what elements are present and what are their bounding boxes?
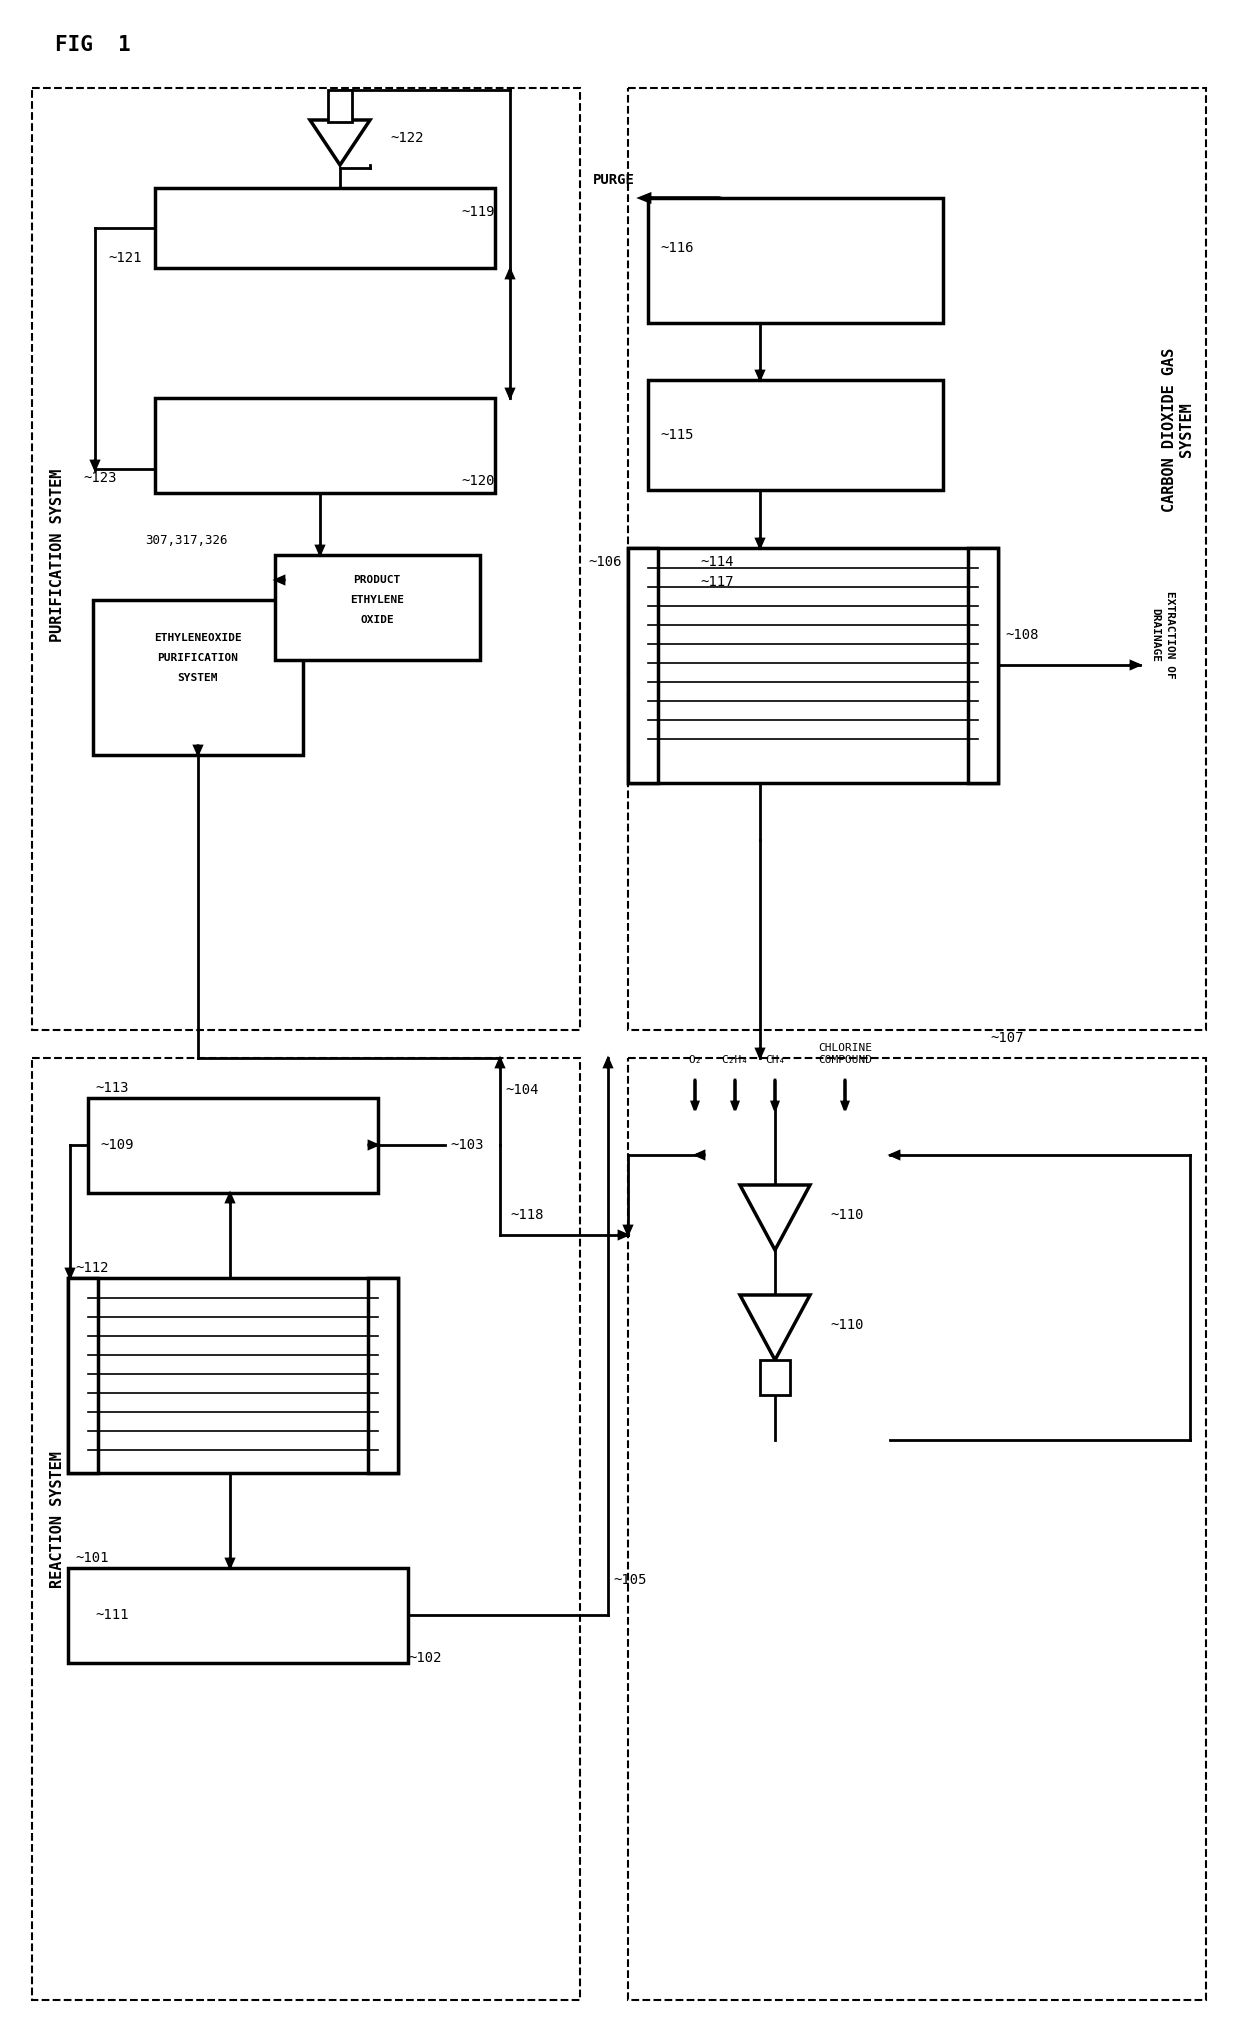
FancyArrow shape [696,1152,704,1158]
Bar [649,198,942,323]
FancyArrow shape [227,1195,233,1203]
Text: FIG  1: FIG 1 [55,35,130,55]
Polygon shape [740,1295,810,1360]
Bar [68,1568,408,1662]
Bar [649,380,942,490]
FancyArrow shape [892,1152,899,1158]
Bar [368,1278,398,1472]
Text: ~121: ~121 [108,251,141,265]
Text: ~122: ~122 [391,131,424,145]
Text: ~109: ~109 [100,1137,134,1152]
FancyArrow shape [625,1225,631,1233]
Bar [760,1360,790,1395]
Text: PRODUCT: PRODUCT [353,576,401,584]
Text: DRAINAGE: DRAINAGE [1149,609,1159,662]
Text: ~110: ~110 [830,1209,863,1221]
Text: 307,317,326: 307,317,326 [145,533,227,547]
Bar [627,547,658,782]
Text: ~123: ~123 [83,472,117,486]
Text: EXTRACTION OF: EXTRACTION OF [1166,590,1176,678]
FancyArrow shape [692,1080,698,1111]
Text: ~107: ~107 [990,1031,1023,1046]
FancyArrow shape [506,270,513,278]
FancyArrow shape [227,1558,233,1566]
Bar [275,555,480,660]
Text: ~106: ~106 [589,555,622,570]
Text: PURIFICATION: PURIFICATION [157,653,238,664]
Bar [627,547,998,782]
Text: ~116: ~116 [660,241,693,255]
FancyArrow shape [619,1231,627,1239]
Bar [93,600,303,756]
Text: ~110: ~110 [830,1317,863,1331]
Text: CHLORINE
COMPOUND: CHLORINE COMPOUND [818,1043,872,1066]
Bar [329,90,352,123]
FancyArrow shape [195,745,201,753]
Text: ~102: ~102 [408,1652,441,1664]
Text: ETHYLENE: ETHYLENE [350,594,404,604]
Text: ~101: ~101 [74,1552,109,1564]
Text: ETHYLENEOXIDE: ETHYLENEOXIDE [154,633,242,643]
FancyArrow shape [496,1060,503,1068]
Text: O₂: O₂ [688,1056,702,1066]
Text: SYSTEM: SYSTEM [177,674,218,682]
Text: ~113: ~113 [95,1080,129,1095]
Text: CARBON DIOXIDE GAS
SYSTEM: CARBON DIOXIDE GAS SYSTEM [1162,347,1194,513]
Bar [155,398,495,492]
FancyArrow shape [370,1141,377,1148]
Bar [627,88,1207,1029]
Bar [88,1099,378,1193]
FancyArrow shape [640,194,720,202]
FancyArrow shape [277,576,284,584]
Text: ~114: ~114 [701,555,734,570]
Text: PURIFICATION SYSTEM: PURIFICATION SYSTEM [51,468,66,641]
Bar [32,88,580,1029]
FancyArrow shape [506,388,513,396]
FancyArrow shape [316,545,324,553]
Text: ~112: ~112 [74,1262,109,1274]
Text: ~119: ~119 [461,204,495,218]
FancyArrow shape [732,1080,738,1111]
Text: PURGE: PURGE [593,174,635,188]
FancyArrow shape [67,1268,73,1276]
Text: ~115: ~115 [660,429,693,441]
Text: ~120: ~120 [461,474,495,488]
FancyArrow shape [756,1050,764,1058]
FancyArrow shape [756,372,764,380]
Bar [968,547,998,782]
Text: CH₄: CH₄ [765,1056,785,1066]
Text: OXIDE: OXIDE [360,615,394,625]
Text: ~103: ~103 [450,1137,484,1152]
FancyArrow shape [92,461,98,470]
Text: C₂H₄: C₂H₄ [722,1056,749,1066]
Bar [68,1278,98,1472]
FancyArrow shape [842,1080,848,1111]
Polygon shape [310,120,370,165]
FancyArrow shape [1131,662,1140,668]
Text: ~108: ~108 [1004,629,1039,641]
Bar [32,1058,580,1999]
Text: ~111: ~111 [95,1607,129,1621]
Text: REACTION SYSTEM: REACTION SYSTEM [51,1452,66,1589]
Bar [68,1278,398,1472]
Text: ~104: ~104 [505,1082,538,1097]
FancyArrow shape [756,539,764,547]
FancyArrow shape [773,1080,777,1111]
FancyArrow shape [605,1060,611,1068]
Text: ~105: ~105 [613,1572,646,1587]
Text: ~118: ~118 [510,1209,543,1221]
Polygon shape [740,1184,810,1250]
Text: ~117: ~117 [701,576,734,588]
Bar [155,188,495,268]
Bar [627,1058,1207,1999]
